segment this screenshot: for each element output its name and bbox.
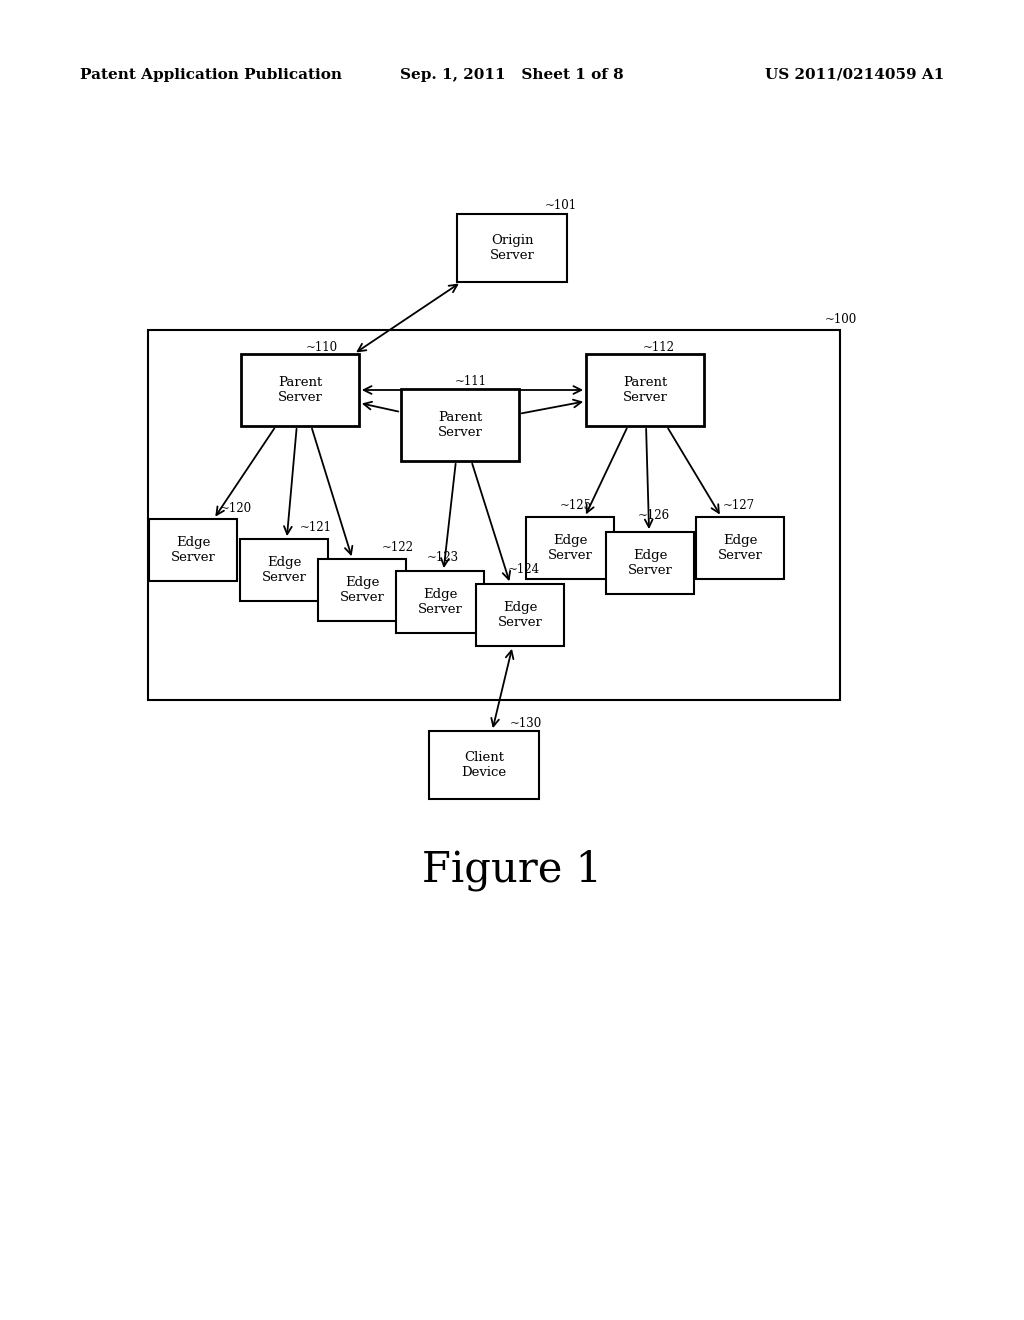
Bar [150, 519, 237, 581]
Text: Edge
Server: Edge Server [498, 601, 543, 630]
Text: ~101: ~101 [545, 199, 578, 213]
Text: US 2011/0214059 A1: US 2011/0214059 A1 [765, 69, 944, 82]
Text: Edge
Server: Edge Server [718, 535, 763, 562]
Text: Edge
Server: Edge Server [548, 535, 593, 562]
Text: Figure 1: Figure 1 [422, 849, 602, 891]
Text: ~112: ~112 [643, 341, 675, 354]
FancyArrowPatch shape [441, 463, 456, 566]
Bar [401, 389, 519, 461]
Text: Parent
Server: Parent Server [278, 376, 323, 404]
Bar [240, 539, 328, 601]
Bar [318, 558, 406, 620]
FancyArrowPatch shape [492, 651, 513, 726]
Bar [586, 354, 705, 426]
FancyArrowPatch shape [521, 400, 582, 413]
Text: Patent Application Publication: Patent Application Publication [80, 69, 342, 82]
Text: ~125: ~125 [560, 499, 592, 512]
Bar [148, 330, 840, 700]
Text: Sep. 1, 2011   Sheet 1 of 8: Sep. 1, 2011 Sheet 1 of 8 [400, 69, 624, 82]
FancyArrowPatch shape [587, 429, 627, 512]
Bar [476, 583, 564, 645]
Text: Edge
Server: Edge Server [261, 556, 306, 583]
FancyArrowPatch shape [357, 285, 458, 351]
Bar [606, 532, 694, 594]
Text: ~122: ~122 [382, 541, 414, 554]
Text: Origin
Server: Origin Server [489, 234, 535, 261]
Text: Parent
Server: Parent Server [623, 376, 668, 404]
Text: ~126: ~126 [638, 510, 670, 521]
Text: Edge
Server: Edge Server [171, 536, 215, 564]
Text: ~121: ~121 [300, 521, 332, 535]
FancyArrowPatch shape [364, 401, 398, 412]
Text: ~127: ~127 [723, 499, 755, 512]
FancyArrowPatch shape [284, 429, 297, 535]
Text: Edge
Server: Edge Server [628, 549, 673, 577]
Text: ~130: ~130 [510, 717, 543, 730]
Text: ~100: ~100 [825, 313, 857, 326]
Bar [696, 517, 784, 579]
Text: ~120: ~120 [220, 502, 252, 515]
Bar [526, 517, 614, 579]
Bar [429, 731, 539, 799]
Bar [396, 572, 484, 634]
Bar [241, 354, 359, 426]
Text: Edge
Server: Edge Server [340, 576, 384, 605]
Text: Parent
Server: Parent Server [437, 411, 482, 440]
FancyArrowPatch shape [312, 429, 352, 554]
FancyArrowPatch shape [668, 429, 719, 513]
FancyArrowPatch shape [472, 463, 510, 579]
Text: ~110: ~110 [306, 341, 338, 354]
Text: Client
Device: Client Device [462, 751, 507, 779]
Text: ~124: ~124 [508, 564, 540, 576]
Text: Edge
Server: Edge Server [418, 587, 463, 616]
Bar [457, 214, 567, 282]
Text: ~123: ~123 [427, 550, 459, 564]
FancyArrowPatch shape [645, 429, 652, 527]
FancyArrowPatch shape [216, 428, 274, 515]
Text: ~111: ~111 [455, 375, 487, 388]
FancyArrowPatch shape [364, 387, 582, 393]
